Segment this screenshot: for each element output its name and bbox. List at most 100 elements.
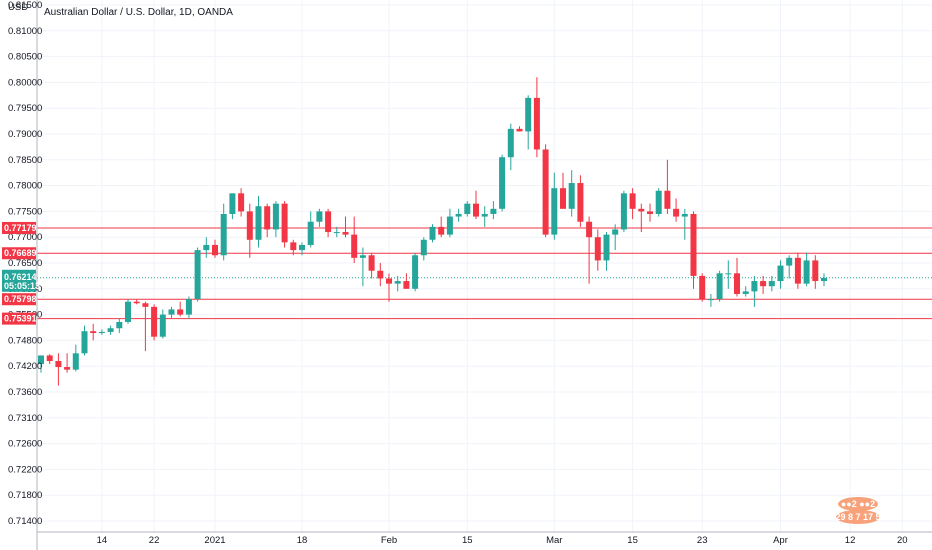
candle-body xyxy=(194,250,201,300)
candle[interactable] xyxy=(655,188,662,217)
candle[interactable] xyxy=(290,239,297,256)
candle[interactable] xyxy=(664,159,671,214)
candle[interactable] xyxy=(194,247,201,302)
candle[interactable] xyxy=(81,325,88,356)
time-axis[interactable]: 14 22 2021 18 Feb 15 Mar 15 23 Apr 12 20 xyxy=(37,531,932,546)
candle[interactable] xyxy=(177,301,184,317)
candle[interactable] xyxy=(238,188,245,217)
candle-body xyxy=(394,281,401,284)
candle[interactable] xyxy=(342,216,349,238)
candle[interactable] xyxy=(551,172,558,240)
candle[interactable] xyxy=(681,208,688,240)
candle[interactable] xyxy=(438,216,445,238)
candle[interactable] xyxy=(159,309,166,339)
candle[interactable] xyxy=(151,304,158,341)
candle[interactable] xyxy=(125,299,131,324)
candle[interactable] xyxy=(620,190,627,233)
candle[interactable] xyxy=(455,208,462,222)
candles[interactable] xyxy=(38,77,827,386)
candle[interactable] xyxy=(325,208,332,238)
candle[interactable] xyxy=(368,252,375,279)
candle[interactable] xyxy=(255,195,262,248)
level-tag-label: 0.77179 xyxy=(4,223,37,233)
candle[interactable] xyxy=(281,201,288,248)
candle[interactable] xyxy=(394,275,401,292)
candle[interactable] xyxy=(98,329,105,335)
candle[interactable] xyxy=(359,247,366,287)
candle[interactable] xyxy=(168,306,175,319)
candle[interactable] xyxy=(560,172,566,209)
candle[interactable] xyxy=(246,203,253,258)
candle[interactable] xyxy=(116,318,123,334)
candle[interactable] xyxy=(203,237,210,258)
candle-body xyxy=(299,244,305,251)
candle[interactable] xyxy=(229,193,236,220)
candle[interactable] xyxy=(525,95,532,150)
candle[interactable] xyxy=(90,323,97,341)
candle[interactable] xyxy=(464,201,471,217)
candle[interactable] xyxy=(507,123,514,171)
candle[interactable] xyxy=(742,286,749,297)
candle[interactable] xyxy=(577,175,584,227)
candle[interactable] xyxy=(46,354,53,365)
candle[interactable] xyxy=(481,206,488,227)
candle[interactable] xyxy=(272,201,279,238)
candle[interactable] xyxy=(716,270,723,302)
candle[interactable] xyxy=(386,273,392,302)
candle[interactable] xyxy=(473,190,479,220)
candle[interactable] xyxy=(707,293,714,307)
candle[interactable] xyxy=(586,216,593,284)
candle[interactable] xyxy=(734,257,740,297)
candle[interactable] xyxy=(307,211,314,248)
candle[interactable] xyxy=(333,226,340,238)
candle[interactable] xyxy=(638,203,645,233)
candle[interactable] xyxy=(629,188,636,220)
candle[interactable] xyxy=(412,252,419,292)
candle[interactable] xyxy=(316,208,323,227)
candle[interactable] xyxy=(55,353,62,386)
candle[interactable] xyxy=(812,255,819,289)
candle[interactable] xyxy=(673,198,680,222)
candle[interactable] xyxy=(690,211,697,289)
candle[interactable] xyxy=(751,275,758,307)
candle[interactable] xyxy=(777,260,784,289)
candle[interactable] xyxy=(133,299,140,305)
candle[interactable] xyxy=(725,260,732,289)
candle[interactable] xyxy=(446,208,453,238)
candle[interactable] xyxy=(142,301,149,352)
candle[interactable] xyxy=(220,203,227,261)
candle[interactable] xyxy=(603,232,610,271)
candle[interactable] xyxy=(72,344,79,372)
candle[interactable] xyxy=(542,144,549,238)
candle[interactable] xyxy=(185,296,192,319)
candle[interactable] xyxy=(803,252,810,287)
candle[interactable] xyxy=(429,224,436,243)
candle-body xyxy=(264,206,271,230)
candle[interactable] xyxy=(821,273,827,287)
candle[interactable] xyxy=(568,170,575,217)
candle[interactable] xyxy=(299,242,305,256)
candle[interactable] xyxy=(490,201,497,220)
candle[interactable] xyxy=(107,325,114,335)
candle[interactable] xyxy=(38,355,44,373)
candle[interactable] xyxy=(612,224,619,251)
candle[interactable] xyxy=(533,77,540,158)
candle[interactable] xyxy=(699,273,706,302)
candle[interactable] xyxy=(212,239,218,258)
candle[interactable] xyxy=(760,275,767,294)
candle[interactable] xyxy=(64,353,71,373)
candle[interactable] xyxy=(594,229,601,271)
candle[interactable] xyxy=(377,263,384,287)
candle[interactable] xyxy=(420,237,427,261)
candle[interactable] xyxy=(499,154,506,212)
candle[interactable] xyxy=(647,203,653,222)
candle[interactable] xyxy=(516,126,523,132)
candle[interactable] xyxy=(768,275,775,292)
candle[interactable] xyxy=(403,273,410,289)
candle[interactable] xyxy=(794,252,801,289)
candle[interactable] xyxy=(351,216,358,263)
candle[interactable] xyxy=(264,203,271,238)
candle[interactable] xyxy=(786,255,793,279)
x-tick-label: 22 xyxy=(149,535,160,546)
